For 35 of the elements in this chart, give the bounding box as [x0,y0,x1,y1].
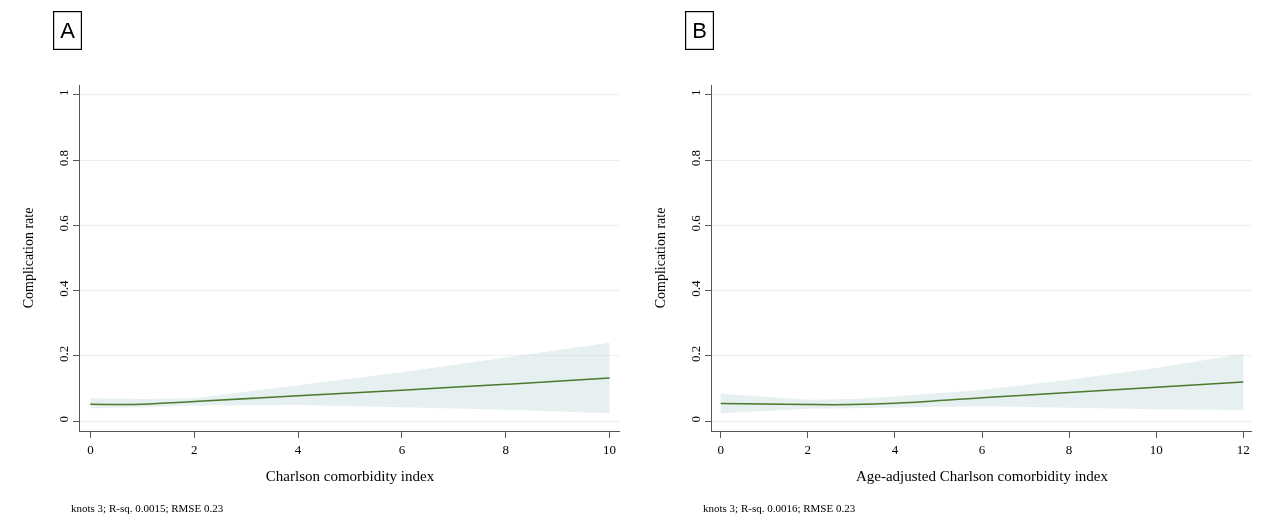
y-tick-label: 0.6 [55,214,71,232]
x-tick-label: 2 [190,441,198,457]
x-tick-label: 0 [87,441,94,457]
x-tick-label: 6 [398,441,406,457]
x-axis-title: Charlson comorbidity index [265,467,435,484]
y-tick-label: 0.4 [55,280,71,297]
chart-title: B [692,18,707,44]
y-tick-label: 0 [55,416,71,423]
y-axis-title: Complication rate [21,207,37,309]
x-tick-label: 10 [603,441,617,457]
y-axis-title: Complication rate [653,207,669,309]
x-tick-label: 4 [294,441,302,457]
x-tick-label: 8 [502,441,510,457]
x-tick-label: 4 [891,441,899,457]
text: knots 3; R-sq. 0.0016; RMSE 0.23 [703,502,856,514]
x-axis-title: Age-adjusted Charlson comorbidity index [855,467,1109,484]
text: knots 3; R-sq. 0.0015; RMSE 0.23 [71,502,224,514]
x-tick-label: 12 [1236,441,1250,457]
x-tick-label: 10 [1149,441,1163,457]
y-tick-label: 1 [687,89,703,97]
y-tick-label: 1 [55,89,71,97]
y-tick-label: 0.2 [55,345,71,363]
y-tick-label: 0.8 [687,150,703,167]
x-tick-label: 2 [804,441,812,457]
y-tick-label: 0.8 [55,150,71,167]
x-tick-label: 0 [717,441,724,457]
x-tick-label: 8 [1065,441,1073,457]
line-series [719,381,1245,406]
x-tick-label: 6 [978,441,986,457]
chart-title: A [60,18,76,44]
y-tick-label: 0.6 [687,214,703,232]
y-tick-label: 0.4 [687,280,703,297]
line-series [89,377,611,406]
y-tick-label: 0.2 [687,345,703,363]
y-tick-label: 0 [687,416,703,423]
